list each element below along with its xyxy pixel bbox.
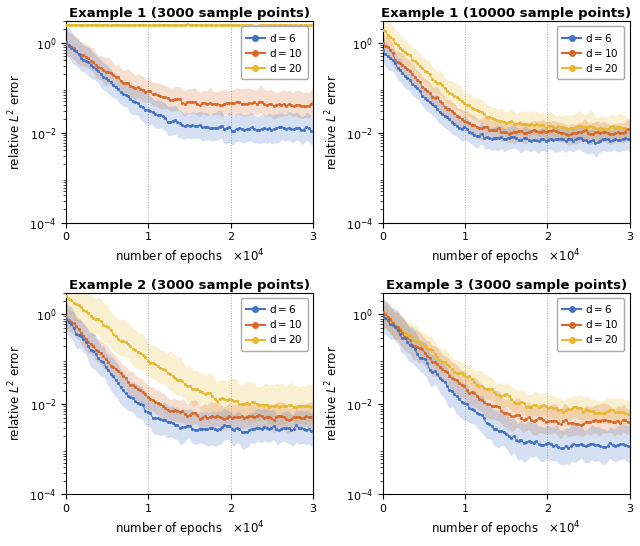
X-axis label: number of epochs   $\times10^{4}$: number of epochs $\times10^{4}$ xyxy=(431,248,581,268)
Title: Example 1 (10000 sample points): Example 1 (10000 sample points) xyxy=(381,7,631,20)
Legend: $\mathrm{d}$$=6$, $\mathrm{d}$$=10$, $\mathrm{d}$$=20$: $\mathrm{d}$$=6$, $\mathrm{d}$$=10$, $\m… xyxy=(557,298,625,351)
Legend: $\mathrm{d}$$=6$, $\mathrm{d}$$=10$, $\mathrm{d}$$=20$: $\mathrm{d}$$=6$, $\mathrm{d}$$=10$, $\m… xyxy=(241,26,308,79)
X-axis label: number of epochs   $\times10^{4}$: number of epochs $\times10^{4}$ xyxy=(431,519,581,539)
Title: Example 1 (3000 sample points): Example 1 (3000 sample points) xyxy=(69,7,310,20)
X-axis label: number of epochs   $\times10^{4}$: number of epochs $\times10^{4}$ xyxy=(115,519,264,539)
Y-axis label: relative $L^2$ error: relative $L^2$ error xyxy=(323,346,340,442)
X-axis label: number of epochs   $\times10^{4}$: number of epochs $\times10^{4}$ xyxy=(115,248,264,268)
Legend: $\mathrm{d}$$=6$, $\mathrm{d}$$=10$, $\mathrm{d}$$=20$: $\mathrm{d}$$=6$, $\mathrm{d}$$=10$, $\m… xyxy=(241,298,308,351)
Y-axis label: relative $L^2$ error: relative $L^2$ error xyxy=(7,346,24,442)
Legend: $\mathrm{d}$$=6$, $\mathrm{d}$$=10$, $\mathrm{d}$$=20$: $\mathrm{d}$$=6$, $\mathrm{d}$$=10$, $\m… xyxy=(557,26,625,79)
Y-axis label: relative $L^2$ error: relative $L^2$ error xyxy=(7,74,24,170)
Y-axis label: relative $L^2$ error: relative $L^2$ error xyxy=(323,74,340,170)
Title: Example 2 (3000 sample points): Example 2 (3000 sample points) xyxy=(69,278,310,292)
Title: Example 3 (3000 sample points): Example 3 (3000 sample points) xyxy=(385,278,627,292)
